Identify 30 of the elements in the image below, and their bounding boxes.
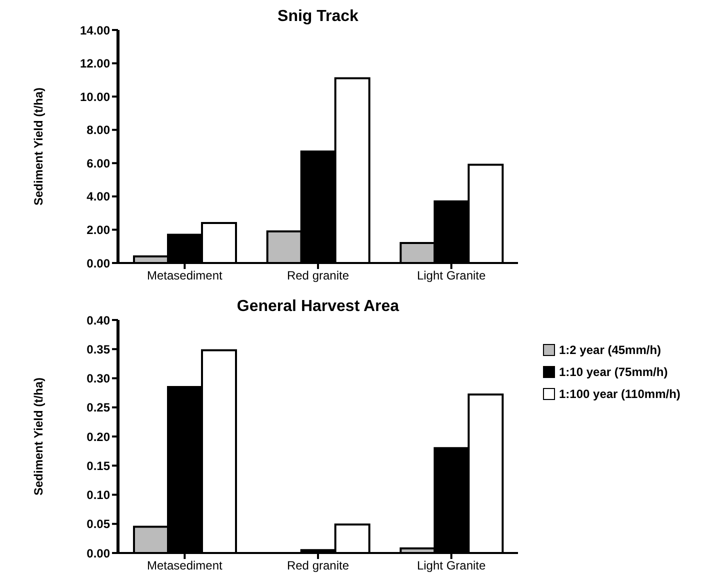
chart-title: Snig Track <box>278 8 358 25</box>
x-tick-label: Red granite <box>286 558 350 573</box>
y-tick-label: 0.40 <box>86 313 110 328</box>
y-tick-label: 0.25 <box>86 400 110 415</box>
y-tick-label: 0.00 <box>86 256 110 270</box>
y-tick-label: 0.10 <box>86 488 110 502</box>
y-tick-label: 0.05 <box>86 517 110 532</box>
legend-label: 1:100 year (110mm/h) <box>559 387 680 401</box>
y-tick-label: 0.00 <box>86 546 110 560</box>
y-tick-label: 6.00 <box>86 156 110 170</box>
y-tick-label: 8.00 <box>86 123 110 138</box>
x-tick-label: Light Granite <box>416 268 486 283</box>
x-tick-label: Light Granite <box>416 558 486 573</box>
x-tick-label: Metasediment <box>146 268 224 283</box>
y-axis-title: Sediment Yield (t/ha) <box>31 87 46 206</box>
y-tick-label: 0.20 <box>86 430 110 444</box>
legend-label: 1:10 year (75mm/h) <box>559 365 668 379</box>
y-tick-label: 4.00 <box>86 190 110 204</box>
y-axis-title: Sediment Yield (t/ha) <box>31 377 46 496</box>
legend-label: 1:2 year (45mm/h) <box>559 343 662 357</box>
y-tick-label: 0.15 <box>86 458 110 473</box>
y-tick-label: 0.35 <box>86 342 110 356</box>
x-tick-label: Red granite <box>286 268 350 283</box>
y-tick-label: 14.00 <box>80 23 110 38</box>
x-tick-label: Metasediment <box>146 558 224 573</box>
y-tick-label: 10.00 <box>80 90 110 104</box>
y-tick-label: 12.00 <box>80 56 110 71</box>
y-tick-label: 2.00 <box>86 222 110 237</box>
chart-title: General Harvest Area <box>236 298 400 315</box>
y-tick-label: 0.30 <box>86 372 110 386</box>
